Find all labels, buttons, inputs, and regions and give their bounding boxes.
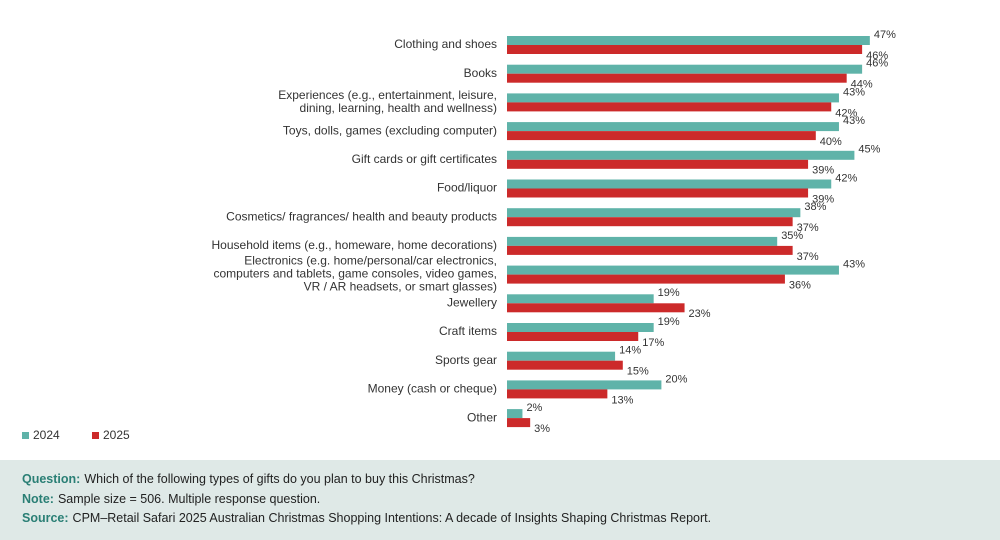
category-label: Gift cards or gift certificates	[352, 152, 497, 166]
bar	[507, 380, 662, 390]
note-label: Question:	[22, 472, 81, 486]
bar	[507, 236, 778, 246]
note-label: Note:	[22, 491, 54, 506]
bar	[507, 332, 639, 341]
chart: Clothing and shoes 47% 46% Books 46% 44% Exper…	[22, 29, 896, 442]
bar	[507, 389, 608, 399]
value-label: 19%	[658, 287, 680, 299]
value-label: 23%	[689, 308, 711, 320]
value-label: 35%	[781, 230, 803, 242]
category-label: Household items (e.g., homeware, home de…	[212, 238, 497, 252]
note-label: Source:	[22, 511, 69, 525]
value-label: 39%	[812, 193, 834, 205]
value-label: 17%	[642, 337, 664, 349]
note-text: Which of the following types of gifts do…	[84, 472, 475, 486]
legend-swatch	[22, 432, 29, 439]
value-label: 14%	[619, 345, 641, 357]
bar	[507, 93, 839, 103]
bar	[507, 294, 654, 304]
legend-label: 2025	[103, 428, 130, 442]
value-label: 45%	[858, 144, 880, 156]
category-label: Money (cash or cheque)	[368, 382, 497, 396]
value-label: 44%	[851, 79, 873, 91]
bar	[507, 274, 785, 284]
category-label: Sports gear	[435, 353, 497, 367]
bar	[507, 73, 847, 83]
bar	[507, 265, 839, 275]
category-label: Food/liquor	[437, 181, 497, 195]
bar	[507, 188, 809, 198]
bar	[507, 179, 832, 189]
value-label: 37%	[797, 222, 819, 234]
category-label: Toys, dolls, games (excluding computer)	[283, 123, 497, 137]
value-label: 20%	[665, 373, 687, 385]
bar	[507, 45, 863, 54]
note-text: CPM–Retail Safari 2025 Australian Christ…	[72, 511, 712, 525]
value-label: 46%	[866, 58, 888, 70]
bar	[507, 217, 793, 227]
value-label: 13%	[611, 394, 633, 406]
category-label: Jewellery	[447, 295, 497, 309]
legend-label: 2024	[33, 428, 60, 442]
value-label: 3%	[534, 423, 550, 435]
bar	[507, 208, 801, 218]
value-label: 15%	[627, 366, 649, 378]
bar	[507, 131, 816, 141]
bar	[507, 409, 523, 419]
note: Source: CPM–Retail Safari 2025 Australian…	[22, 511, 711, 525]
category-label: Craft items	[439, 324, 497, 338]
category-label: Other	[467, 410, 497, 424]
footer: Question: Which of the following types of…	[0, 460, 1000, 540]
bar	[507, 418, 531, 428]
bar	[507, 159, 809, 169]
value-label: 43%	[843, 115, 865, 127]
bar	[507, 36, 870, 45]
value-label: 46%	[866, 50, 888, 62]
value-label: 43%	[843, 86, 865, 98]
value-label: 19%	[658, 316, 680, 328]
value-label: 39%	[812, 165, 834, 177]
category-label: Electronics (e.g. home/personal/car elec…	[214, 254, 498, 294]
value-label: 37%	[797, 251, 819, 263]
note-text: Sample size = 506. Multiple response que…	[57, 491, 321, 506]
value-label: 2%	[526, 402, 542, 414]
bar	[507, 64, 863, 74]
category-label: Experiences (e.g., entertainment, leisur…	[278, 88, 497, 115]
value-label: 38%	[804, 201, 826, 213]
note: Note: Sample size = 506. Multiple respons…	[22, 492, 320, 506]
bar	[507, 351, 616, 361]
bar	[507, 323, 654, 332]
value-label: 42%	[835, 172, 857, 184]
category-label: Books	[464, 66, 497, 80]
value-label: 47%	[874, 29, 896, 41]
bar	[507, 122, 839, 132]
value-label: 36%	[789, 280, 811, 292]
category-label: Cosmetics/ fragrances/ health and beauty…	[226, 209, 497, 223]
bar	[507, 360, 623, 370]
category-label: Clothing and shoes	[394, 37, 497, 51]
note: Question: Which of the following types of…	[22, 472, 475, 486]
bar	[507, 245, 793, 255]
value-label: 43%	[843, 259, 865, 271]
bar	[507, 150, 855, 160]
legend-swatch	[92, 432, 99, 439]
value-label: 40%	[820, 136, 842, 148]
value-label: 42%	[835, 107, 857, 119]
bar	[507, 102, 832, 112]
bar	[507, 303, 685, 313]
